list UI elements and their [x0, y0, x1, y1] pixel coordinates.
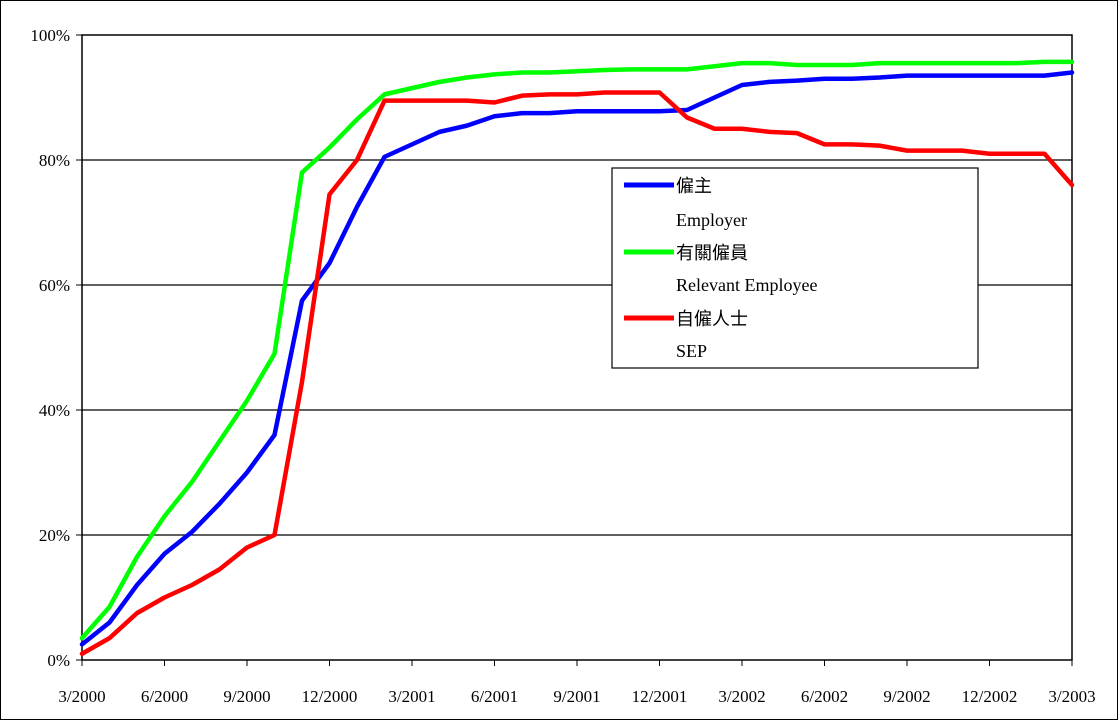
x-tick-label: 9/2001: [553, 687, 600, 706]
y-tick-label: 20%: [39, 526, 70, 545]
y-tick-label: 100%: [30, 26, 70, 45]
x-tick-label: 3/2003: [1048, 687, 1095, 706]
x-tick-label: 9/2002: [883, 687, 930, 706]
x-axis: 3/2000 6/2000 9/2000 12/2000 3/2001 6/2001 9/2…: [58, 660, 1096, 706]
x-tick-label: 12/2000: [302, 687, 358, 706]
x-tick-label: 3/2002: [718, 687, 765, 706]
y-tick-label: 80%: [39, 151, 70, 170]
series-layer: [79, 59, 1075, 656]
y-axis: 0% 20% 40% 60% 80% 100%: [30, 26, 82, 670]
legend-box: [611, 167, 979, 369]
legend: 僱主 Employer 有關僱員 Relevant Employee 自僱人士 …: [611, 167, 979, 369]
y-tick-label: 0%: [47, 651, 70, 670]
y-tick-label: 60%: [39, 276, 70, 295]
legend-label-relevant-employee-zh: 有關僱員: [676, 243, 748, 264]
x-tick-label: 9/2000: [223, 687, 270, 706]
x-tick-label: 12/2002: [962, 687, 1018, 706]
legend-label-sep-en: SEP: [676, 341, 707, 361]
x-tick-label: 3/2000: [58, 687, 105, 706]
legend-label-relevant-employee-en: Relevant Employee: [676, 275, 817, 295]
x-tick-label: 12/2001: [632, 687, 688, 706]
x-tick-label: 3/2001: [388, 687, 435, 706]
x-tick-label: 6/2000: [141, 687, 188, 706]
y-tick-label: 40%: [39, 401, 70, 420]
series-line-employer: [79, 70, 1075, 647]
gridlines: [82, 159, 1072, 536]
legend-label-employer-en: Employer: [676, 210, 747, 230]
legend-label-sep-zh: 自僱人士: [676, 309, 748, 330]
series-line-relevant-employee: [79, 59, 1075, 641]
legend-label-employer-zh: 僱主: [676, 176, 712, 197]
x-tick-label: 6/2002: [801, 687, 848, 706]
x-tick-label: 6/2001: [471, 687, 518, 706]
series-line-sep: [79, 90, 1075, 656]
